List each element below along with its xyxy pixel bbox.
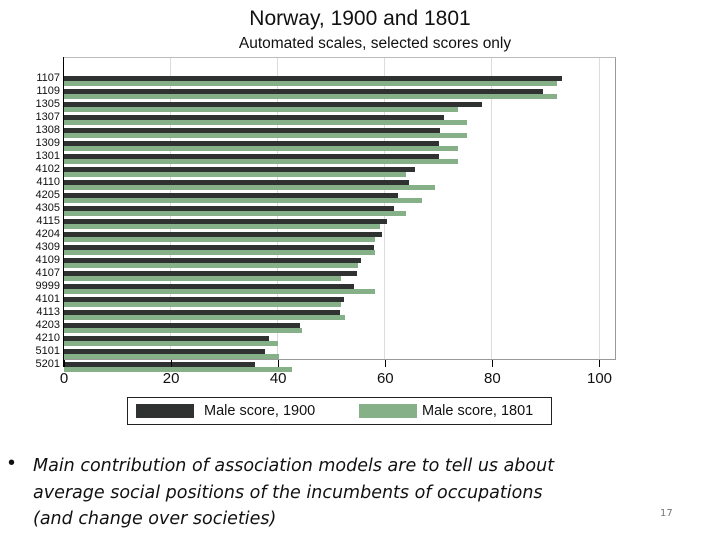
x-axis-tick-label: 20 — [162, 370, 180, 387]
bar-1107-1900 — [64, 76, 562, 81]
bar-1305-1801 — [64, 107, 458, 112]
bar-4204-1900 — [64, 232, 383, 237]
bar-1308-1801 — [64, 133, 468, 138]
bullet-line-2: average social positions of the incumben… — [33, 482, 543, 503]
y-axis-label: 9999 — [35, 280, 60, 292]
y-axis-label: 4110 — [36, 176, 60, 188]
y-axis-label: 4309 — [35, 241, 60, 253]
bar-9999-1801 — [64, 289, 376, 294]
bar-5101-1900 — [64, 349, 266, 354]
y-axis-label: 1305 — [35, 98, 60, 110]
y-axis-label: 1309 — [35, 137, 60, 149]
bar-4109-1801 — [64, 263, 358, 268]
gridline — [491, 58, 493, 359]
y-axis-label: 5101 — [35, 345, 60, 357]
bar-1109-1900 — [64, 89, 544, 94]
x-axis-tick — [491, 360, 493, 367]
y-axis-label: 1301 — [35, 150, 60, 162]
bar-4113-1900 — [64, 310, 341, 315]
bar-4110-1900 — [64, 180, 409, 185]
bar-4107-1900 — [64, 271, 358, 276]
plot-area — [64, 57, 616, 372]
y-axis-label: 4101 — [35, 293, 60, 305]
bullet-line-3: (and change over societies) — [33, 509, 277, 529]
bar-4110-1801 — [64, 185, 436, 190]
x-axis-tick-label: 80 — [484, 370, 501, 387]
bar-1301-1801 — [64, 159, 458, 164]
bar-1307-1801 — [64, 120, 468, 125]
gridline — [598, 58, 600, 359]
bar-4115-1900 — [64, 219, 387, 224]
x-axis-tick — [384, 360, 386, 367]
bar-1309-1900 — [64, 141, 439, 146]
bar-4107-1801 — [64, 276, 342, 281]
y-axis-label: 5201 — [35, 358, 60, 370]
bar-1109-1801 — [64, 94, 557, 99]
bar-1301-1900 — [64, 154, 439, 159]
bar-4205-1900 — [64, 193, 399, 198]
y-axis-label: 1109 — [36, 85, 60, 97]
legend-swatch-1900 — [136, 404, 194, 418]
chart-title: Norway, 1900 and 1801 — [249, 7, 471, 30]
bar-4113-1801 — [64, 315, 346, 320]
x-axis-tick — [170, 360, 172, 367]
bar-4305-1900 — [64, 206, 394, 211]
y-axis-label: 1107 — [36, 72, 60, 84]
y-axis-line — [63, 57, 64, 367]
y-axis-label: 1308 — [35, 124, 60, 136]
y-axis-label: 4115 — [36, 215, 60, 227]
bullet-text: Main contribution of association models … — [33, 453, 653, 533]
page-number: 17 — [660, 508, 673, 519]
bar-4115-1801 — [64, 224, 380, 229]
bar-4204-1801 — [64, 237, 376, 242]
y-axis-label: 4113 — [36, 306, 60, 318]
x-axis-tick-label: 0 — [59, 370, 69, 387]
bar-4101-1801 — [64, 302, 342, 307]
bar-4101-1900 — [64, 297, 344, 302]
bar-5201-1900 — [64, 362, 256, 367]
bar-9999-1900 — [64, 284, 355, 289]
bar-5201-1801 — [64, 367, 292, 372]
bullet-icon: • — [8, 452, 16, 474]
y-axis-label: 4203 — [35, 319, 60, 331]
y-axis-label: 4305 — [35, 202, 60, 214]
bar-4109-1900 — [64, 258, 362, 263]
y-axis-label: 4109 — [35, 254, 60, 266]
chart-legend: Male score, 1900 Male score, 1801 — [127, 397, 552, 425]
bar-1305-1900 — [64, 102, 482, 107]
x-axis-tick — [277, 360, 279, 367]
bar-4205-1801 — [64, 198, 423, 203]
bar-4309-1801 — [64, 250, 376, 255]
chart-subtitle: Automated scales, selected scores only — [238, 35, 512, 52]
y-axis-label: 4210 — [35, 332, 60, 344]
x-axis-tick-label: 100 — [586, 370, 613, 387]
bar-4305-1801 — [64, 211, 406, 216]
y-axis-label: 4205 — [35, 189, 60, 201]
bullet-line-1: Main contribution of association models … — [33, 456, 555, 476]
y-axis-label: 1307 — [35, 111, 60, 123]
x-axis-tick — [63, 360, 65, 367]
bar-4210-1900 — [64, 336, 269, 341]
legend-label-1900: Male score, 1900 — [204, 403, 316, 419]
bar-1107-1801 — [64, 81, 557, 86]
legend-label-1801: Male score, 1801 — [422, 403, 534, 419]
legend-swatch-1801 — [359, 404, 417, 418]
bar-4309-1900 — [64, 245, 375, 250]
bar-1309-1801 — [64, 146, 458, 151]
bar-4203-1900 — [64, 323, 300, 328]
x-axis-tick — [599, 360, 600, 367]
bar-5101-1801 — [64, 354, 280, 359]
bar-4210-1801 — [64, 341, 278, 346]
x-axis-tick-label: 40 — [269, 370, 287, 387]
x-axis-tick-label: 60 — [376, 370, 394, 387]
bar-4102-1801 — [64, 172, 406, 177]
y-axis-label: 4102 — [35, 163, 60, 175]
bar-1308-1900 — [64, 128, 441, 133]
y-axis-label: 4107 — [35, 267, 60, 279]
bar-1307-1900 — [64, 115, 445, 120]
y-axis-label: 4204 — [35, 228, 60, 240]
bar-4203-1801 — [64, 328, 303, 333]
bar-4102-1900 — [64, 167, 416, 172]
